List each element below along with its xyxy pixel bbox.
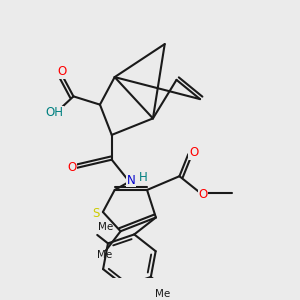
Text: OH: OH bbox=[45, 106, 63, 119]
Text: Me: Me bbox=[155, 289, 170, 299]
Text: O: O bbox=[57, 65, 66, 78]
Text: Me: Me bbox=[98, 222, 113, 232]
Text: O: O bbox=[67, 161, 76, 174]
Text: O: O bbox=[198, 188, 208, 201]
Text: H: H bbox=[139, 171, 148, 184]
Text: Me: Me bbox=[97, 250, 112, 260]
Text: S: S bbox=[92, 207, 99, 220]
Text: O: O bbox=[189, 146, 198, 159]
Text: N: N bbox=[127, 174, 135, 187]
